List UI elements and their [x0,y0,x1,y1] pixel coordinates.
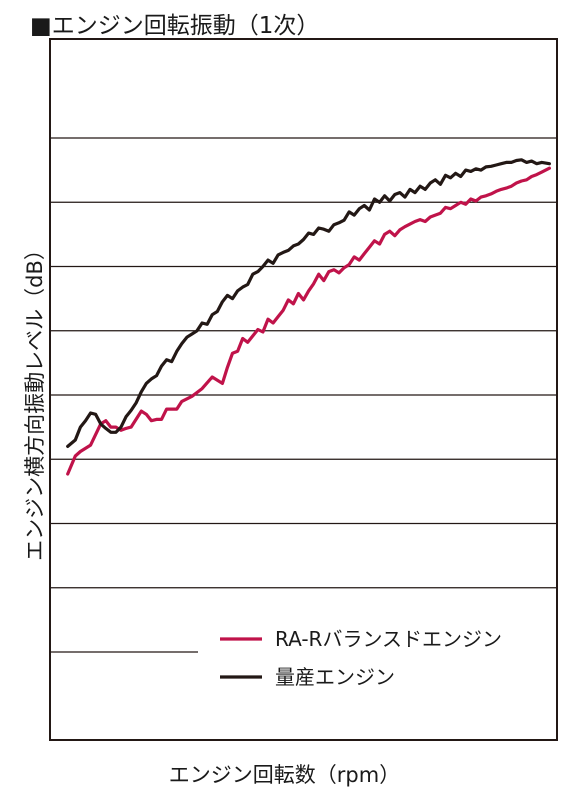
legend-label-0: RA-Rバランスドエンジン [275,627,502,651]
series-line-0 [66,166,552,476]
plot-frame [49,38,558,741]
chart-title: ■エンジン回転振動（1次） [30,13,320,39]
legend-label-1: 量産エンジン [275,665,395,689]
x-axis-label: エンジン回転数（rpm） [168,763,401,787]
series-lines [66,158,552,476]
gridlines [50,137,557,653]
series-line-1 [66,158,552,448]
